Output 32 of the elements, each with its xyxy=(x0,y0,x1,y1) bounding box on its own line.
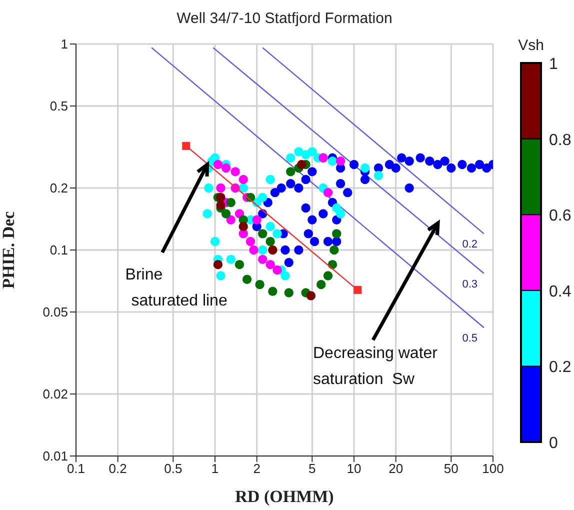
x-tick-label: 20 xyxy=(388,461,404,476)
y-axis-title: PHIE. Dec xyxy=(0,210,18,289)
x-tick-label: 50 xyxy=(444,461,458,476)
y-tick-label: 0.1 xyxy=(50,242,68,258)
y-tick-label: 0.02 xyxy=(42,386,68,402)
y-tick-label: 0.01 xyxy=(42,448,68,464)
x-tick-label: 2 xyxy=(253,461,260,476)
x-tick-label: 0.2 xyxy=(108,461,127,476)
color-bar-title: Vsh xyxy=(518,37,544,54)
x-tick-label: 100 xyxy=(482,461,504,476)
y-tick-label: 0.2 xyxy=(50,180,68,196)
y-tick-label: 1 xyxy=(60,36,68,52)
x-tick-label: 1 xyxy=(211,461,219,476)
chart-title: Well 34/7-10 Statfjord Formation xyxy=(176,10,394,27)
x-tick-label: 10 xyxy=(346,461,362,476)
series-label: 0.2 xyxy=(462,238,478,251)
series-label: 0.5 xyxy=(462,332,478,345)
color-bar-label: 1 xyxy=(549,56,558,73)
y-tick-label: 0.05 xyxy=(42,304,68,320)
x-tick-label: 5 xyxy=(308,461,316,476)
annotation: Decreasing water saturation Sw xyxy=(313,345,438,388)
x-tick-label: 0.5 xyxy=(164,461,182,476)
color-bar-label: 0.6 xyxy=(549,208,572,225)
x-tick-label: 0.1 xyxy=(66,461,86,476)
color-bar-label: 0.2 xyxy=(549,359,572,376)
color-bar-label: 0.8 xyxy=(549,132,572,149)
series-label: 0.3 xyxy=(462,278,478,290)
color-bar-label: 0 xyxy=(549,435,558,452)
color-bar-label: 0.4 xyxy=(549,283,572,300)
x-axis-title: RD (OHMM) xyxy=(235,487,334,506)
annotation: Brine saturated line xyxy=(125,266,228,310)
y-tick-label: 0.5 xyxy=(50,98,68,114)
